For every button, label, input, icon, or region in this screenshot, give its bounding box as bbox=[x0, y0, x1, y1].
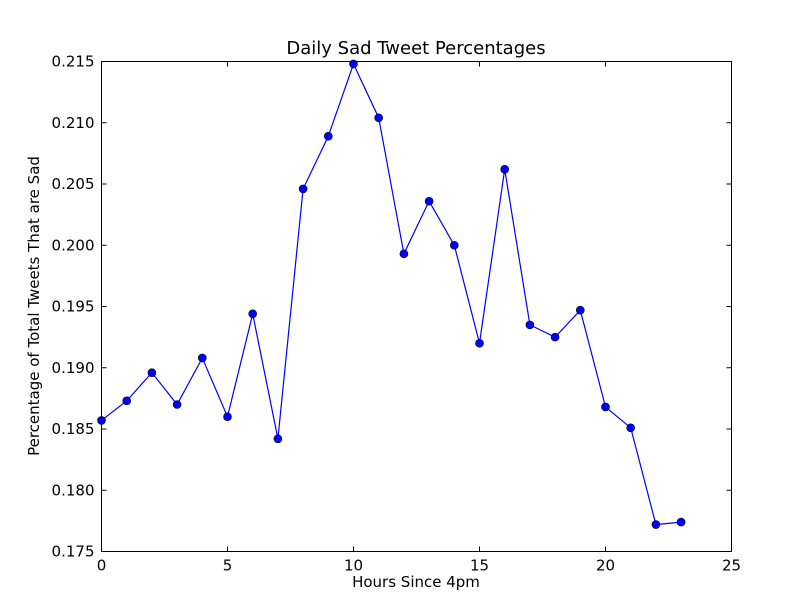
data-point bbox=[626, 423, 636, 433]
data-point bbox=[500, 165, 510, 174]
data-point bbox=[172, 400, 182, 409]
plot-area-frame bbox=[101, 61, 732, 552]
y-tick-label: 0.175 bbox=[52, 543, 95, 561]
y-tick-label: 0.210 bbox=[52, 114, 95, 132]
y-tick-label: 0.180 bbox=[52, 481, 95, 499]
data-point bbox=[323, 131, 333, 141]
data-point bbox=[248, 309, 257, 319]
chart-title: Daily Sad Tweet Percentages bbox=[286, 38, 545, 59]
data-point bbox=[298, 184, 308, 194]
data-point bbox=[122, 396, 131, 406]
data-point bbox=[525, 320, 535, 330]
y-tick-label: 0.215 bbox=[52, 53, 95, 71]
data-point bbox=[273, 434, 283, 444]
x-tick-label: 0 bbox=[97, 557, 107, 575]
data-point bbox=[575, 305, 585, 315]
data-layer bbox=[97, 59, 686, 529]
tick-layer: 0 5 10 15 20 25 0.175 0.180 0.185 0.190 0.195 0.200… bbox=[52, 53, 742, 575]
data-point bbox=[198, 353, 207, 363]
y-tick-label: 0.200 bbox=[52, 236, 95, 254]
data-point bbox=[475, 338, 484, 348]
data-point bbox=[449, 240, 459, 250]
data-point bbox=[374, 113, 384, 123]
x-tick-label: 10 bbox=[344, 557, 363, 575]
data-point bbox=[601, 402, 610, 412]
x-tick-label: 25 bbox=[722, 557, 741, 575]
data-point bbox=[550, 332, 560, 342]
y-tick-label: 0.190 bbox=[52, 359, 95, 377]
data-point bbox=[223, 412, 232, 422]
data-point bbox=[651, 520, 661, 529]
series-line bbox=[101, 62, 682, 526]
data-point bbox=[399, 249, 409, 259]
data-point bbox=[147, 368, 157, 377]
y-axis-label: Percentage of Total Tweets That are Sad bbox=[25, 156, 43, 456]
data-point bbox=[424, 196, 434, 206]
x-tick-label: 15 bbox=[470, 557, 489, 575]
x-axis-label: Hours Since 4pm bbox=[352, 573, 480, 591]
data-point bbox=[676, 517, 686, 527]
y-tick-label: 0.195 bbox=[52, 298, 95, 316]
x-tick-label: 5 bbox=[223, 557, 233, 575]
x-tick-label: 20 bbox=[596, 557, 615, 575]
y-tick-label: 0.205 bbox=[52, 175, 95, 193]
y-tick-label: 0.185 bbox=[52, 420, 95, 438]
